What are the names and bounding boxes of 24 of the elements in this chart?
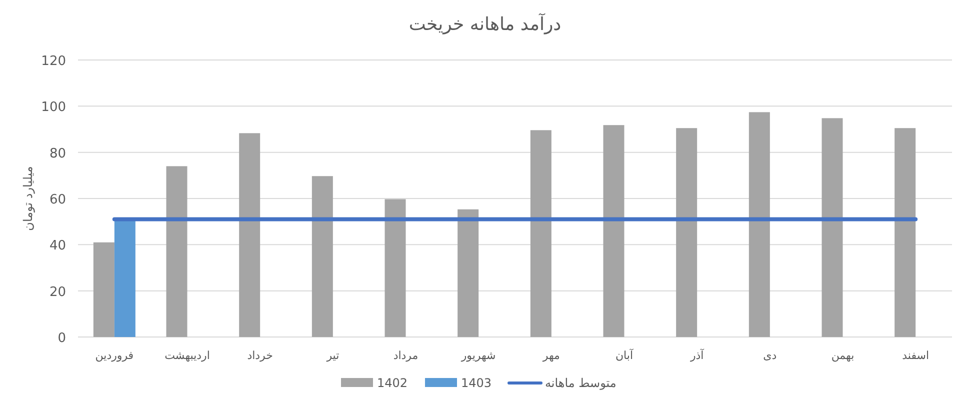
ytick: 120	[41, 54, 66, 69]
ytick: 80	[49, 146, 66, 162]
xtick: اسفند	[902, 349, 930, 362]
ytick: 60	[49, 192, 66, 208]
xtick: آبان	[615, 349, 634, 362]
xtick: اردیبهشت	[164, 349, 210, 362]
xtick: فروردین	[95, 349, 134, 362]
legend-label: 1403	[461, 376, 492, 390]
ylabel: میلیارد تومان	[21, 166, 35, 231]
xtick: شهریور	[461, 349, 496, 362]
xtick: بهمن	[831, 349, 854, 362]
xtick: خرداد	[247, 349, 273, 362]
xtick: دی	[763, 349, 777, 362]
ytick: 20	[49, 284, 66, 300]
ytick: 0	[58, 331, 66, 346]
xtick: مرداد	[393, 349, 418, 362]
xtick: تیر	[326, 349, 340, 362]
xtick: مهر	[542, 349, 560, 362]
ytick: 40	[49, 238, 66, 254]
legend-label: 1402	[377, 376, 408, 390]
ytick: 100	[41, 100, 66, 116]
xtick: آذر	[690, 349, 704, 362]
legend-label: متوسط ماهانه	[545, 376, 616, 390]
title: درآمد ماهانه خریخت	[408, 14, 562, 35]
